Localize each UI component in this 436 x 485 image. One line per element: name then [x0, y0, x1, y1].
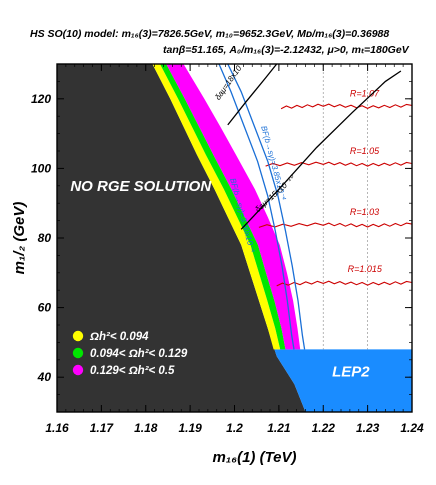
r-contour-label-4: R=1.015 — [348, 264, 383, 274]
x-tick-label-1: 1.16 — [45, 421, 69, 435]
x-tick-label-2: 1.17 — [90, 421, 115, 435]
x-tick-label-4: 1.19 — [178, 421, 202, 435]
lep2-label: LEP2 — [332, 364, 370, 381]
relic-density-band-3 — [166, 64, 301, 350]
y-tick-label-4: 100 — [31, 161, 51, 175]
bf-contour-1 — [227, 64, 306, 350]
r-contour-3 — [258, 222, 412, 228]
legend-marker-3 — [72, 364, 84, 376]
y-tick-label-2: 60 — [38, 301, 52, 315]
bf-contour-2 — [218, 64, 295, 350]
r-contour-label-3: R=1.03 — [350, 207, 379, 217]
r-contour-label-1: R=1.07 — [350, 88, 380, 98]
legend-marker-2 — [72, 347, 84, 359]
y-tick-label-5: 120 — [31, 92, 51, 106]
chart-header: HS SO(10) model: m₁₆(3)=7826.5GeV, m₁₀=9… — [0, 0, 436, 64]
r-contour-label-2: R=1.05 — [350, 146, 380, 156]
region-no-rge-solution — [57, 64, 306, 412]
x-tick-label-7: 1.22 — [312, 421, 336, 435]
relic-density-band-1 — [152, 64, 281, 350]
plot-area — [57, 64, 412, 412]
no-rge-solution-label: NO RGE SOLUTION — [70, 178, 212, 195]
y-tick-label-1: 40 — [37, 370, 52, 384]
x-tick-label-9: 1.24 — [400, 421, 424, 435]
legend-entry-1: Ωh²< 0.094 — [89, 331, 149, 343]
x-tick-label-5: 1.2 — [226, 421, 243, 435]
y-tick-label-3: 80 — [38, 231, 52, 245]
axes: 1.16 1.17 1.18 1.19 1.2 1.21 1.22 1.23 1.24 40 60 8… — [11, 63, 424, 466]
region-lep2 — [274, 349, 412, 412]
legend-marker-1 — [72, 330, 84, 342]
model-parameters-line-1: HS SO(10) model: m₁₆(3)=7826.5GeV, m₁₀=9… — [30, 28, 390, 40]
r-contour-1 — [280, 103, 412, 110]
x-tick-label-6: 1.21 — [267, 421, 291, 435]
x-tick-label-8: 1.23 — [356, 421, 380, 435]
r-contour-2 — [265, 161, 412, 167]
delta-a-mu-contour-2 — [240, 70, 402, 230]
legend-entry-2: 0.094< Ωh²< 0.129 — [90, 348, 188, 360]
legend-entry-3: 0.129< Ωh²< 0.5 — [90, 365, 175, 377]
r-contour-4 — [276, 280, 412, 287]
y-axis-title: m₁/₂ (GeV) — [11, 202, 28, 275]
x-axis-title: m₁₆(1) (TeV) — [212, 449, 296, 466]
delta-a-mu-contour-1 — [227, 64, 278, 126]
model-parameters-line-2: tanβ=51.165, A₀/m₁₆(3)=-2.12432, μ>0, mₜ… — [163, 44, 409, 56]
x-tick-label-3: 1.18 — [134, 421, 158, 435]
